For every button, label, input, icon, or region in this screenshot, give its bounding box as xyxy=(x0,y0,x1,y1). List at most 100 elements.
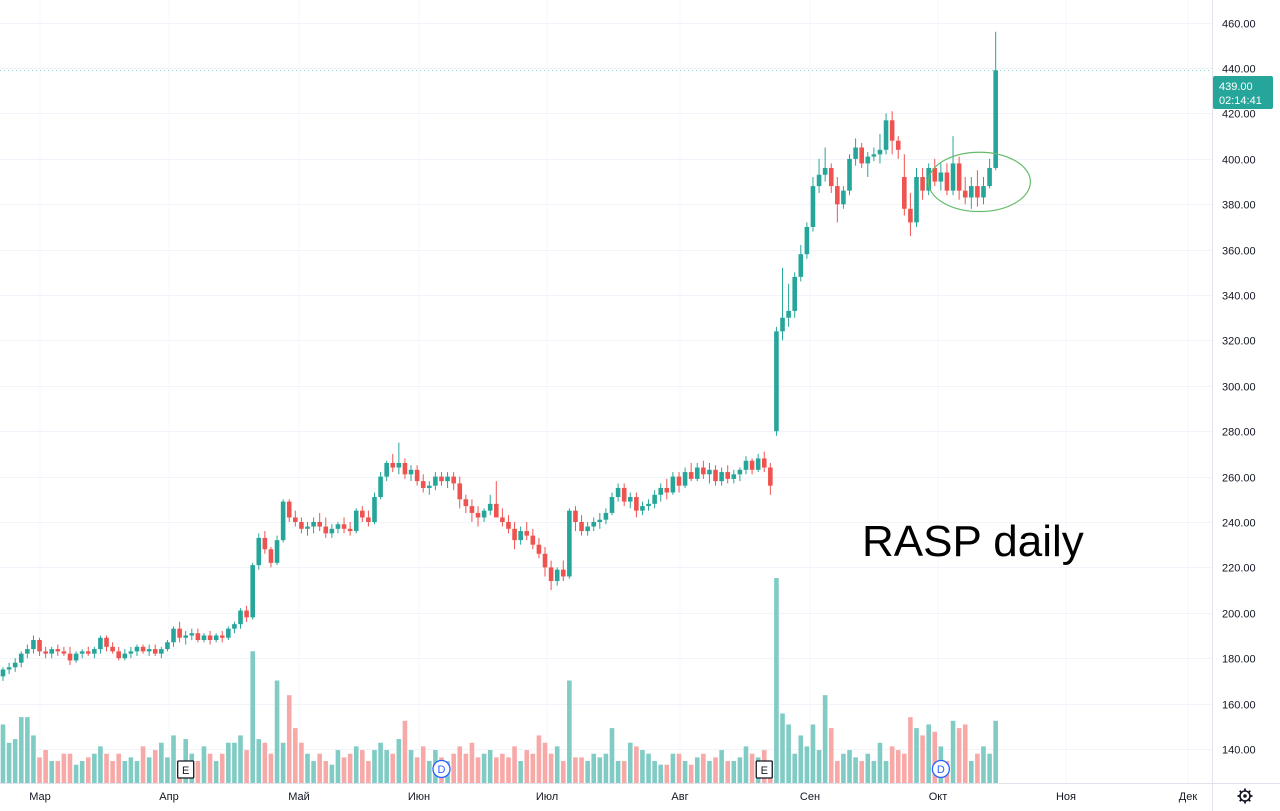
volume-bar xyxy=(883,761,889,783)
candle xyxy=(250,562,255,620)
candle xyxy=(859,142,864,168)
price-tick-label: 200.00 xyxy=(1222,609,1256,621)
candle xyxy=(938,163,944,191)
volume-bar xyxy=(895,750,901,783)
candle xyxy=(682,467,688,488)
candle xyxy=(768,462,773,495)
volume-bar xyxy=(926,724,931,783)
time-tick-label: Окт xyxy=(929,791,948,803)
dividend-marker[interactable]: D xyxy=(432,759,451,779)
volume-bar xyxy=(658,764,664,783)
candle xyxy=(835,177,840,223)
volume-bar xyxy=(701,753,706,783)
candle xyxy=(0,667,6,681)
volume-bar xyxy=(609,728,615,783)
candle xyxy=(226,626,231,641)
time-axis[interactable]: Мар Апр Май Июн Июл Авг Сен Окт Ноя Дек xyxy=(29,791,1197,803)
candle xyxy=(585,522,590,536)
highlight-ellipse xyxy=(927,151,1032,213)
volume-bar xyxy=(786,724,791,783)
volume-bar xyxy=(146,757,152,783)
volume-bar xyxy=(560,761,566,783)
earnings-marker[interactable]: E xyxy=(177,760,195,779)
volume-bar xyxy=(250,651,255,783)
svg-text:D: D xyxy=(438,764,446,776)
candle xyxy=(731,469,737,484)
settings-gear-icon[interactable] xyxy=(1237,788,1253,804)
volume-bar xyxy=(719,750,724,783)
volume-bar xyxy=(981,746,986,783)
volume-bar xyxy=(85,757,91,783)
dividend-marker[interactable]: D xyxy=(931,759,951,779)
volume-bar xyxy=(536,735,542,783)
candle xyxy=(737,467,743,482)
candle xyxy=(707,462,712,484)
candle xyxy=(701,460,706,479)
candle xyxy=(408,465,414,482)
volume-bar xyxy=(18,717,24,783)
candle xyxy=(286,499,292,522)
volume-bar xyxy=(664,764,670,783)
volume-bar xyxy=(780,713,785,783)
volume-bar xyxy=(6,742,12,783)
volume-bar xyxy=(311,761,316,783)
price-tick-label: 240.00 xyxy=(1222,518,1256,530)
chart-annotation: RASP daily xyxy=(862,517,1084,566)
candle xyxy=(366,510,371,527)
candle xyxy=(378,472,383,500)
volume-bar xyxy=(238,735,243,783)
candle xyxy=(165,640,170,652)
volume-bar xyxy=(226,742,231,783)
volume-bar xyxy=(591,753,597,783)
candle xyxy=(548,560,554,591)
volume-bar xyxy=(396,739,402,783)
candle xyxy=(652,490,657,509)
candle xyxy=(396,442,402,475)
volume-bar xyxy=(341,757,347,783)
volume-bar xyxy=(31,735,36,783)
candle xyxy=(6,662,12,675)
volume-bar xyxy=(378,742,383,783)
volume-bar xyxy=(408,750,414,783)
candle xyxy=(993,31,998,171)
candle xyxy=(658,483,664,502)
earnings-marker[interactable]: E xyxy=(755,760,773,779)
candle xyxy=(159,646,164,659)
volume-bar xyxy=(463,753,469,783)
candle xyxy=(640,501,645,516)
candle xyxy=(85,646,91,656)
volume-bar xyxy=(451,753,456,783)
candle xyxy=(183,630,188,645)
volume-bar xyxy=(512,746,517,783)
volume-bar xyxy=(743,746,749,783)
volume-bar xyxy=(731,761,737,783)
volume-bar xyxy=(725,761,731,783)
price-axis[interactable]: 140.00 160.00 180.00 200.00 220.00 240.00 260.… xyxy=(1222,19,1256,757)
candle xyxy=(621,483,627,507)
candle xyxy=(189,628,195,641)
candle xyxy=(798,245,804,282)
candle xyxy=(950,136,956,196)
candle xyxy=(670,472,676,495)
volume-bar xyxy=(61,753,67,783)
volume-bar xyxy=(969,761,974,783)
volume-bar xyxy=(372,750,377,783)
candles xyxy=(0,31,998,681)
candle xyxy=(871,147,877,162)
candle xyxy=(469,499,475,522)
candle xyxy=(865,152,871,178)
price-tick-label: 340.00 xyxy=(1222,291,1256,303)
volume-bar xyxy=(798,735,804,783)
volume-bar xyxy=(347,753,353,783)
volume-bar xyxy=(828,728,834,783)
volume-bar xyxy=(487,750,493,783)
volume-bar xyxy=(816,750,822,783)
volume-bar xyxy=(201,746,207,783)
time-tick-label: Июл xyxy=(536,791,558,803)
candle xyxy=(676,472,682,493)
candle xyxy=(384,460,389,482)
candle xyxy=(61,646,67,656)
volume-bar xyxy=(92,753,97,783)
volume-bar xyxy=(853,757,858,783)
